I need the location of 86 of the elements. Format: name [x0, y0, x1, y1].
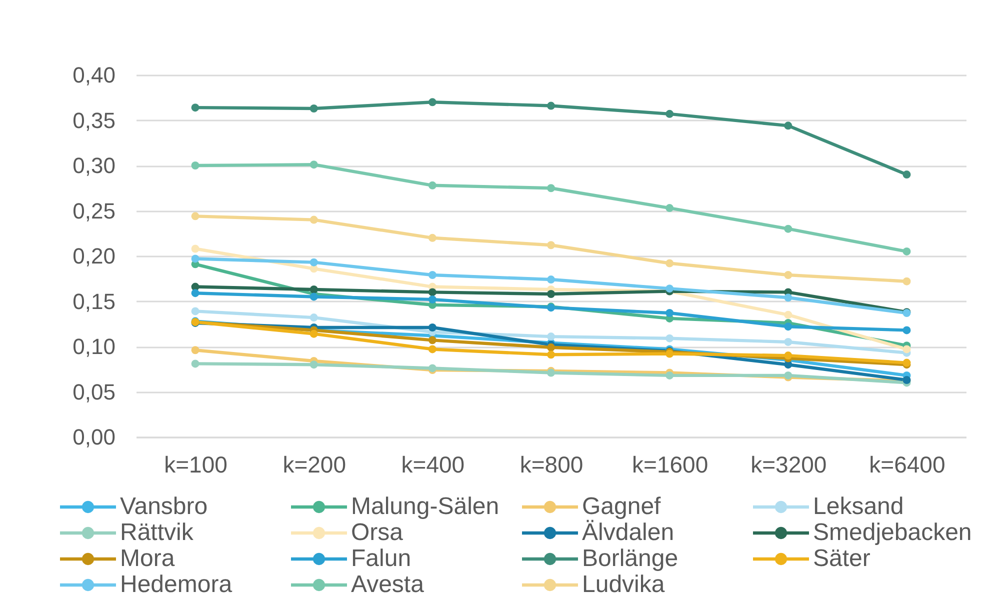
point: [191, 254, 200, 263]
point: [310, 314, 318, 322]
point: [428, 324, 436, 332]
point: [547, 184, 555, 192]
point: [310, 360, 318, 369]
point: [428, 336, 436, 344]
legend-label: Leksand: [813, 493, 904, 520]
point: [310, 104, 318, 112]
point: [784, 338, 792, 346]
point: [784, 352, 792, 360]
point: [784, 271, 792, 279]
point: [428, 234, 436, 242]
legend-label: Rättvik: [120, 519, 194, 546]
point: [547, 332, 555, 341]
x-tick-label: k=6400: [869, 452, 946, 478]
point: [902, 277, 911, 286]
point: [310, 330, 318, 338]
y-tick-label: 0,00: [72, 424, 116, 450]
x-tick-label: k=3200: [750, 452, 827, 478]
point: [428, 181, 436, 190]
legend-label: Smedjebacken: [813, 519, 972, 546]
point: [547, 290, 555, 298]
x-tick-label: k=400: [401, 452, 465, 478]
point: [310, 160, 318, 169]
legend-label: Ludvika: [582, 571, 666, 598]
point: [547, 276, 555, 284]
point: [784, 224, 792, 233]
legend-label: Säter: [813, 545, 870, 572]
y-tick-label: 0,20: [72, 244, 116, 268]
point: [428, 271, 436, 279]
point: [784, 122, 792, 130]
x-tick-label: k=200: [282, 452, 346, 478]
point: [191, 212, 200, 220]
point: [666, 259, 674, 268]
point: [547, 102, 555, 110]
legend-label: Borlänge: [582, 545, 678, 572]
point: [310, 285, 318, 294]
point: [666, 204, 674, 212]
y-tick-label: 0,25: [72, 198, 116, 224]
point: [902, 170, 911, 179]
y-tick-label: 0,35: [72, 108, 116, 133]
legend-label: Hedemora: [120, 571, 233, 598]
point: [428, 295, 436, 304]
legend-label: Älvdalen: [582, 519, 674, 546]
legend-label: Avesta: [351, 571, 425, 598]
y-tick-label: 0,30: [72, 153, 116, 178]
legend-label: Mora: [120, 545, 176, 572]
point: [547, 350, 555, 359]
y-tick-label: 0,40: [72, 62, 116, 88]
point: [191, 360, 200, 368]
legend-label: Orsa: [351, 519, 404, 546]
legend-label: Falun: [351, 545, 412, 572]
point: [310, 258, 318, 266]
point: [784, 322, 792, 331]
point: [902, 247, 911, 256]
point: [191, 307, 200, 316]
x-tick-label: k=1600: [632, 452, 708, 478]
point: [666, 110, 674, 118]
point: [784, 310, 792, 319]
point: [666, 334, 674, 342]
point: [902, 345, 911, 354]
point: [310, 216, 318, 224]
point: [428, 288, 436, 296]
point: [666, 284, 674, 293]
x-tick-label: k=100: [164, 452, 228, 478]
legend-label: Vansbro: [120, 493, 208, 520]
point: [428, 345, 436, 354]
x-tick-label: k=800: [520, 452, 584, 478]
point: [902, 326, 911, 334]
point: [191, 244, 200, 253]
point: [666, 309, 674, 318]
point: [784, 294, 792, 302]
y-tick-label: 0,05: [72, 379, 116, 404]
point: [310, 292, 318, 301]
point: [191, 289, 200, 298]
legend-label: Malung-Sälen: [351, 493, 500, 520]
point: [666, 371, 674, 380]
point: [191, 104, 200, 112]
point: [428, 98, 436, 106]
point: [547, 343, 555, 352]
y-tick-label: 0,10: [72, 334, 116, 359]
point: [191, 346, 200, 354]
point: [191, 162, 200, 170]
legend-label: Gagnef: [582, 493, 662, 520]
point: [547, 241, 555, 250]
y-tick-label: 0,15: [72, 288, 116, 314]
